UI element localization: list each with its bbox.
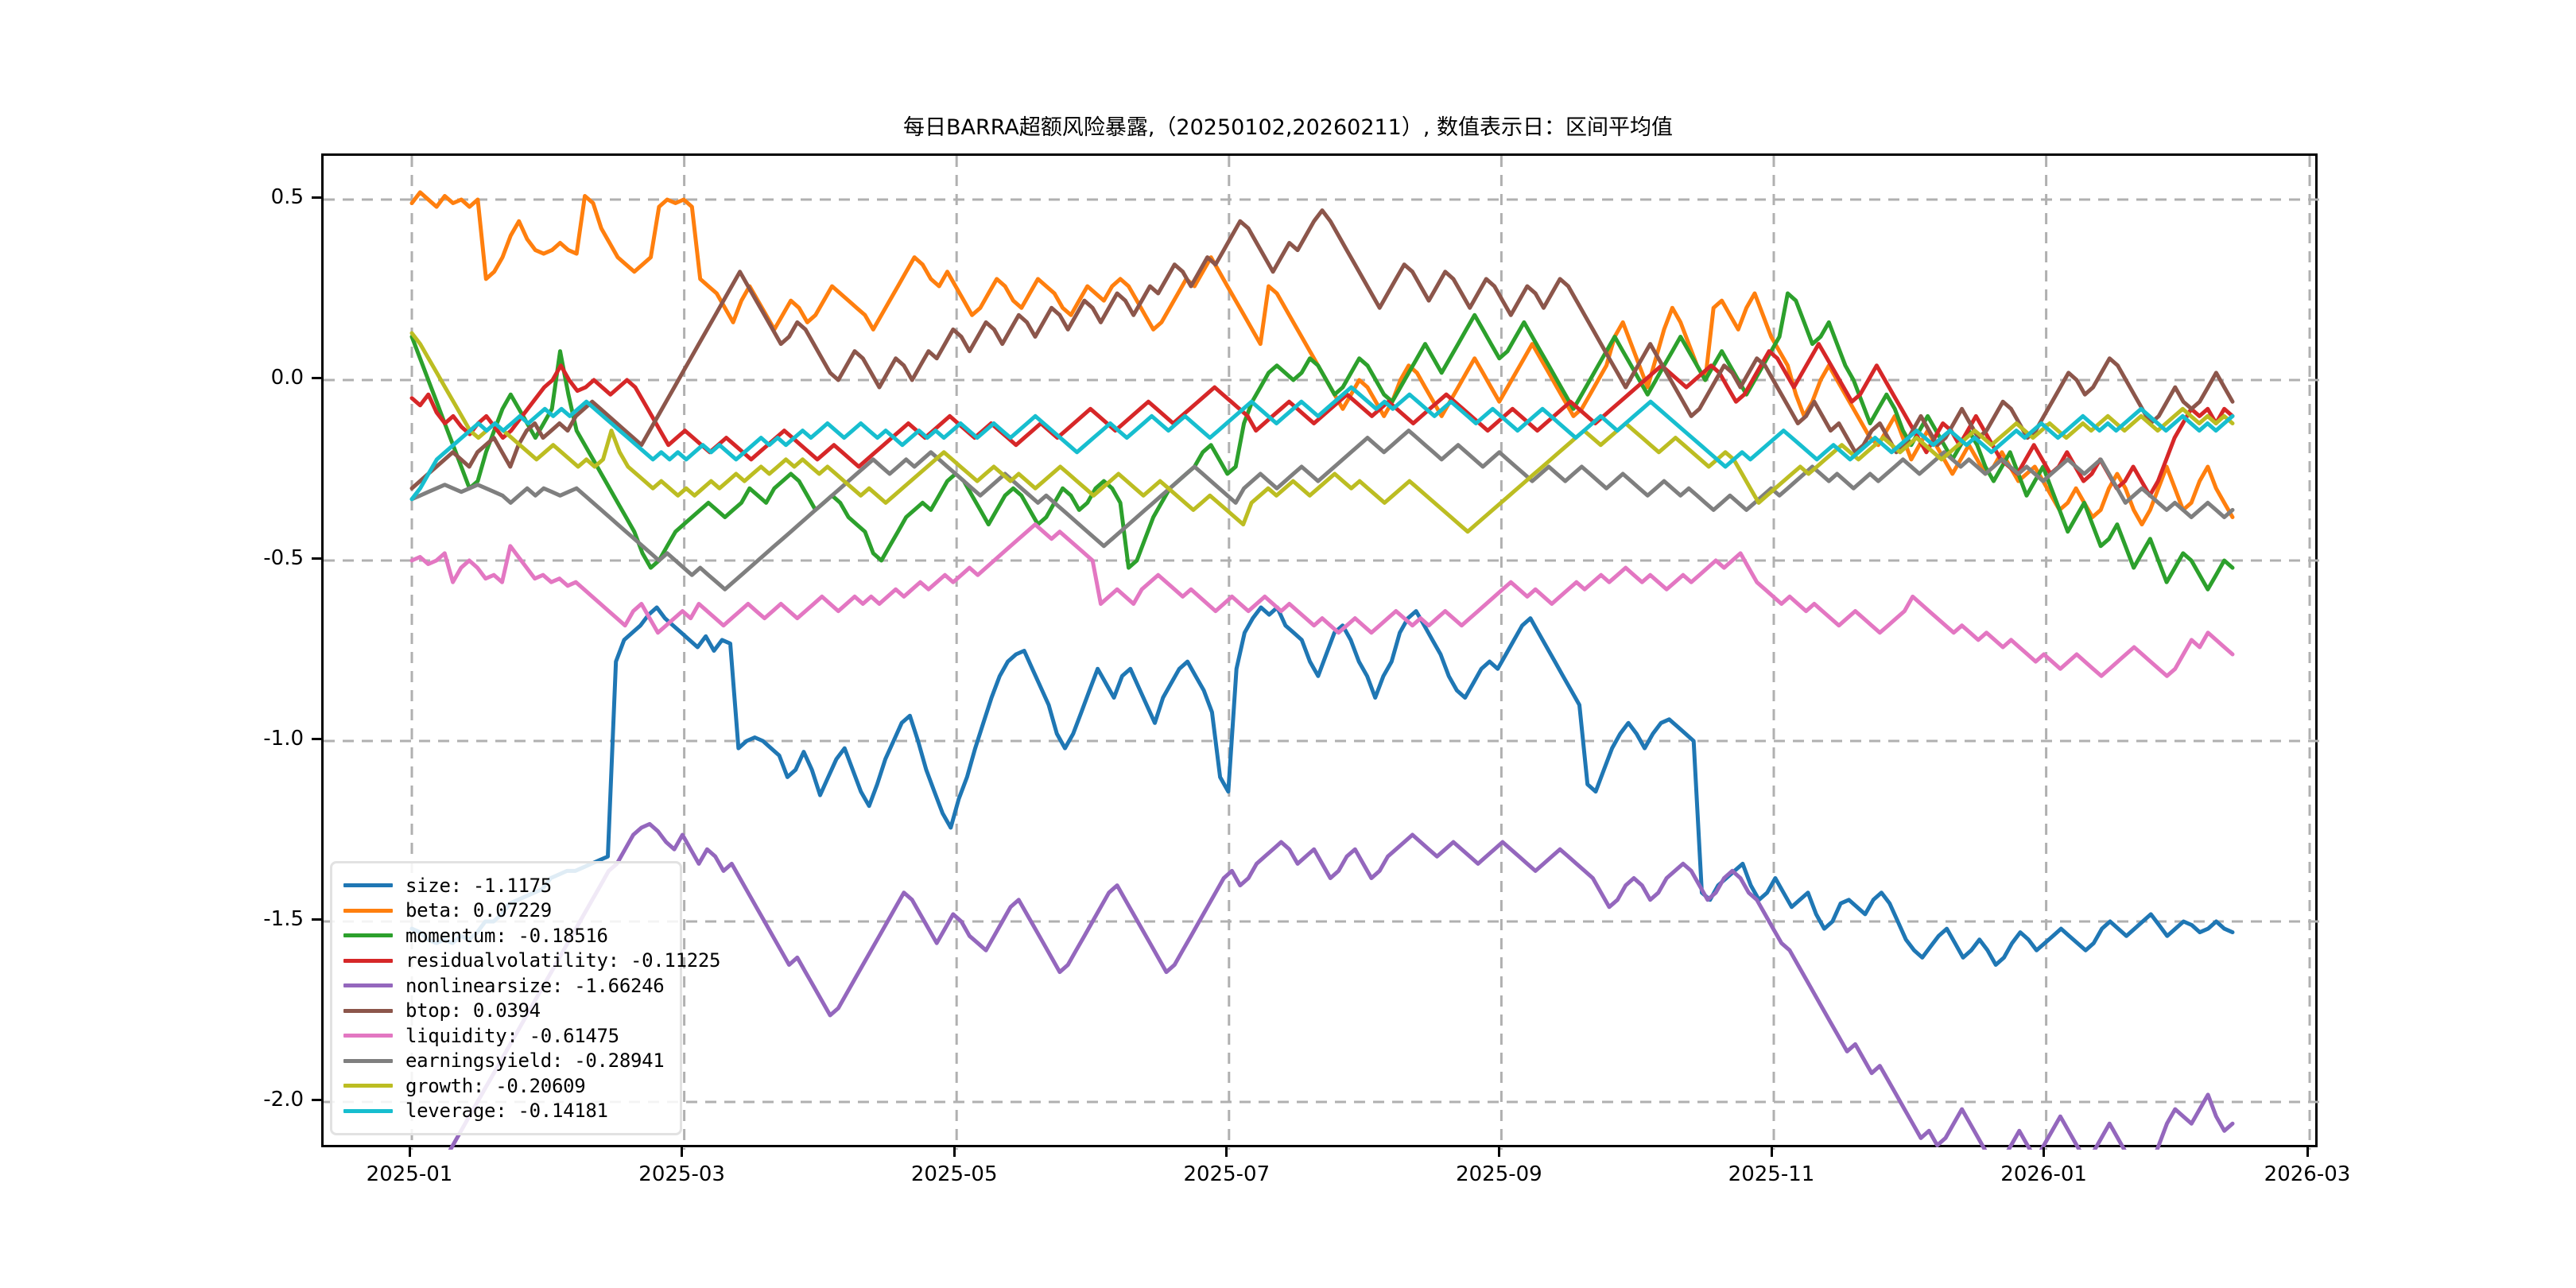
y-tick-mark xyxy=(312,737,321,740)
x-tick-label: 2025-11 xyxy=(1728,1162,1815,1186)
series-line-liquidity xyxy=(409,522,2235,678)
legend-label-btop: btop: 0.0394 xyxy=(405,999,541,1022)
legend-item-nonlinearsize[interactable]: nonlinearsize: -1.66246 xyxy=(343,973,669,999)
legend-label-beta: beta: 0.07229 xyxy=(405,899,552,922)
x-tick-mark xyxy=(408,1147,411,1157)
legend-item-growth[interactable]: growth: -0.20609 xyxy=(343,1073,669,1099)
legend-swatch-nonlinearsize xyxy=(343,983,393,988)
legend-label-size: size: -1.1175 xyxy=(405,874,552,897)
legend-item-residualvolatility[interactable]: residualvolatility: -0.11225 xyxy=(343,949,720,974)
y-tick-label: -0.5 xyxy=(263,546,304,570)
y-tick-label: 0.0 xyxy=(270,366,304,390)
legend-label-momentum: momentum: -0.18516 xyxy=(405,924,608,947)
legend-label-leverage: leverage: -0.14181 xyxy=(405,1100,608,1123)
x-tick-mark xyxy=(2306,1147,2309,1157)
legend-label-earningsyield: earningsyield: -0.28941 xyxy=(405,1049,665,1073)
series-line-growth xyxy=(409,331,2235,534)
series-layer xyxy=(409,190,2235,1150)
y-tick-label: -2.0 xyxy=(263,1088,304,1111)
y-tick-mark xyxy=(312,196,321,199)
x-tick-label: 2025-03 xyxy=(638,1162,725,1186)
y-tick-mark xyxy=(312,557,321,560)
series-line-nonlinearsize xyxy=(448,821,2235,1150)
series-line-btop xyxy=(409,208,2235,491)
legend-item-liquidity[interactable]: liquidity: -0.61475 xyxy=(343,1023,669,1049)
x-tick-label: 2025-07 xyxy=(1183,1162,1271,1186)
x-tick-mark xyxy=(952,1147,956,1157)
legend-item-momentum[interactable]: momentum: -0.18516 xyxy=(343,923,669,949)
chart-title: 每日BARRA超额风险暴露,（20250102,20260211）, 数值表示日… xyxy=(902,115,1674,140)
plot-svg xyxy=(324,156,2320,1150)
legend-swatch-growth xyxy=(343,1084,393,1088)
y-tick-label: -1.5 xyxy=(263,907,304,931)
legend-item-earningsyield[interactable]: earningsyield: -0.28941 xyxy=(343,1049,669,1074)
x-tick-mark xyxy=(1770,1147,1773,1157)
x-tick-mark xyxy=(1225,1147,1228,1157)
legend-swatch-earningsyield xyxy=(343,1058,393,1063)
grid-layer xyxy=(324,156,2320,1150)
series-line-momentum xyxy=(409,291,2235,592)
series-line-earningsyield xyxy=(409,429,2235,592)
chart-legend[interactable]: size: -1.1175 beta: 0.07229 momentum: -0.1… xyxy=(330,861,720,1135)
legend-item-beta[interactable]: beta: 0.07229 xyxy=(343,898,669,924)
y-tick-mark xyxy=(312,1098,321,1101)
y-tick-label: -1.0 xyxy=(263,727,304,751)
x-tick-mark xyxy=(681,1147,684,1157)
legend-swatch-beta xyxy=(343,908,393,913)
x-tick-label: 2025-05 xyxy=(910,1162,998,1186)
legend-swatch-liquidity xyxy=(343,1034,393,1038)
legend-swatch-residualvolatility xyxy=(343,958,393,963)
legend-item-leverage[interactable]: leverage: -0.14181 xyxy=(343,1099,669,1124)
x-tick-label: 2025-09 xyxy=(1456,1162,1542,1186)
legend-item-size[interactable]: size: -1.1175 xyxy=(343,873,669,898)
legend-label-growth: growth: -0.20609 xyxy=(405,1074,586,1097)
legend-label-nonlinearsize: nonlinearsize: -1.66246 xyxy=(405,974,665,997)
legend-swatch-size xyxy=(343,883,393,888)
legend-label-liquidity: liquidity: -0.61475 xyxy=(405,1024,619,1047)
x-tick-label: 2025-01 xyxy=(366,1162,453,1186)
y-tick-mark xyxy=(312,918,321,921)
series-line-size xyxy=(409,605,2235,967)
x-tick-mark xyxy=(1497,1147,1500,1157)
series-line-leverage xyxy=(409,385,2235,502)
x-tick-label: 2026-01 xyxy=(2000,1162,2087,1186)
legend-label-residualvolatility: residualvolatility: -0.11225 xyxy=(405,949,721,972)
legend-swatch-btop xyxy=(343,1008,393,1013)
legend-swatch-leverage xyxy=(343,1108,393,1113)
legend-swatch-momentum xyxy=(343,933,393,938)
x-tick-mark xyxy=(2043,1147,2046,1157)
y-tick-mark xyxy=(312,376,321,379)
legend-item-btop[interactable]: btop: 0.0394 xyxy=(343,999,669,1024)
y-tick-label: 0.5 xyxy=(270,185,304,209)
x-tick-label: 2026-03 xyxy=(2264,1162,2351,1186)
